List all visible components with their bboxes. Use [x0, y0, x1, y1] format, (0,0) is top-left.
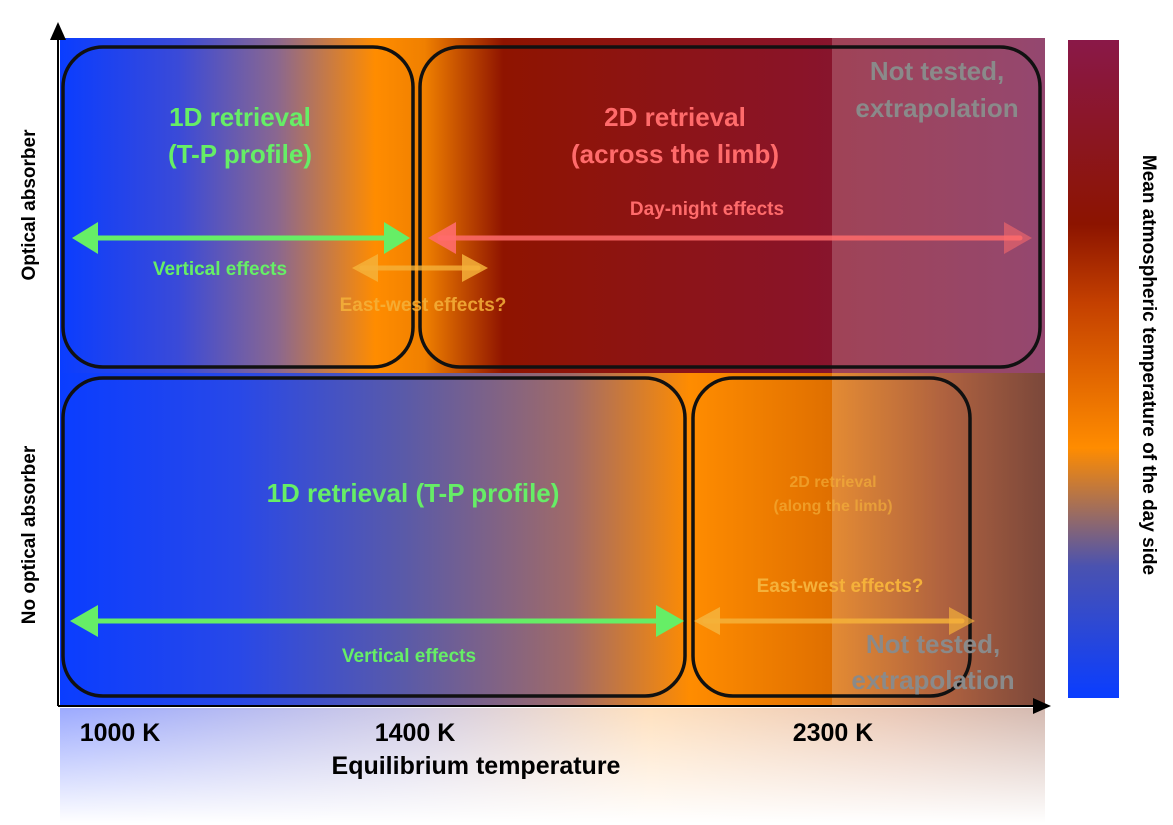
top-right-title-line2: (across the limb)	[571, 139, 779, 169]
reflection-strip	[60, 708, 1045, 823]
bottom-not-tested-line2: extrapolation	[851, 665, 1014, 695]
colorbar	[1068, 40, 1119, 698]
top-left-box	[61, 45, 415, 369]
bottom-right-title-line2: (along the limb)	[773, 498, 892, 515]
top-right-box	[418, 45, 1042, 369]
bottom-right-title-line1: 2D retrieval	[789, 474, 876, 491]
day-night-effects-arrow	[428, 222, 1032, 254]
top-not-tested-line2: extrapolation	[855, 93, 1018, 123]
top-row-background	[60, 38, 1045, 373]
top-east-west-effects-label: East-west effects?	[340, 295, 507, 316]
not-tested-overlay	[832, 38, 1045, 708]
bottom-not-tested-line1: Not tested,	[866, 629, 1000, 659]
bottom-vertical-effects-label: Vertical effects	[342, 646, 476, 667]
x-tick-2300: 2300 K	[793, 719, 874, 747]
colorbar-label: Mean atmospheric temperature of the day …	[1138, 155, 1159, 575]
y-label-no-optical-absorber: No optical absorber	[19, 445, 40, 624]
bottom-left-box	[61, 376, 687, 698]
top-east-west-arrow	[352, 254, 488, 282]
bottom-east-west-arrow	[694, 607, 975, 635]
bottom-east-west-effects-label: East-west effects?	[757, 576, 924, 597]
top-left-title-line1: 1D retrieval	[169, 102, 311, 132]
bottom-left-title: 1D retrieval (T-P profile)	[267, 478, 560, 508]
top-not-tested-line1: Not tested,	[870, 56, 1004, 86]
top-vertical-effects-arrow	[72, 222, 410, 254]
x-axis-title: Equilibrium temperature	[332, 752, 621, 780]
x-tick-1000: 1000 K	[80, 719, 161, 747]
bottom-right-box	[691, 376, 972, 698]
y-label-optical-absorber: Optical absorber	[19, 129, 40, 281]
bottom-vertical-effects-arrow	[70, 605, 684, 637]
top-left-title-line2: (T-P profile)	[168, 139, 312, 169]
top-vertical-effects-label: Vertical effects	[153, 259, 287, 280]
day-night-effects-label: Day-night effects	[630, 199, 784, 220]
bottom-row-background	[60, 373, 1045, 706]
x-tick-1400: 1400 K	[375, 719, 456, 747]
top-right-title-line1: 2D retrieval	[604, 102, 746, 132]
